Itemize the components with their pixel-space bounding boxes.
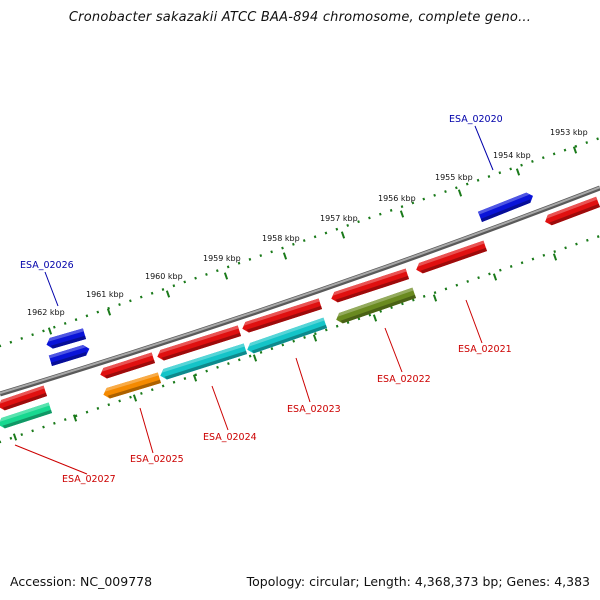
gene-red-5[interactable]: [100, 352, 155, 379]
gene-features: [0, 192, 600, 429]
gene-red-edge-1[interactable]: [545, 196, 600, 226]
leader-esa-02026: [44, 271, 59, 307]
gene-red-4[interactable]: [157, 325, 241, 361]
gene-esa-02024[interactable]: [160, 343, 247, 380]
gene-red-1[interactable]: [416, 240, 487, 274]
gene-red-3[interactable]: [242, 298, 322, 333]
kbp-label-1954: 1954 kbp: [493, 151, 531, 160]
leader-esa-02025: [139, 407, 154, 454]
gene-esa-02025[interactable]: [103, 372, 161, 399]
gene-red-6[interactable]: [0, 385, 47, 411]
map-title: Cronobacter sakazakii ATCC BAA-894 chrom…: [68, 10, 532, 25]
gene-label-esa-02021[interactable]: ESA_02021: [458, 344, 512, 355]
gene-label-esa-02025[interactable]: ESA_02025: [130, 454, 184, 465]
gene-esa-02027[interactable]: [0, 402, 52, 429]
backbone-inner: [0, 186, 600, 395]
kbp-label-1953: 1953 kbp: [550, 128, 588, 137]
gene-esa-02022[interactable]: [336, 287, 416, 324]
kbp-label-1955: 1955 kbp: [435, 173, 473, 182]
label-leaders: [14, 125, 494, 475]
leader-esa-02022: [384, 327, 403, 373]
gene-label-esa-02026[interactable]: ESA_02026: [20, 260, 74, 271]
kbp-label-1956: 1956 kbp: [378, 194, 416, 203]
kbp-label-1960: 1960 kbp: [145, 272, 183, 281]
kbp-label-1962: 1962 kbp: [27, 308, 65, 317]
inner-tick-row: [0, 235, 600, 444]
kbp-label-1959: 1959 kbp: [203, 254, 241, 263]
outer-tick-row: [0, 137, 599, 348]
gene-label-esa-02023[interactable]: ESA_02023: [287, 404, 341, 415]
kbp-label-1957: 1957 kbp: [320, 214, 358, 223]
leader-esa-02021: [465, 299, 483, 344]
gene-blue-small[interactable]: [48, 345, 90, 366]
leader-esa-02024: [211, 385, 229, 431]
accession-text: Accession: NC_009778: [10, 574, 153, 589]
gene-esa-02023[interactable]: [247, 317, 327, 354]
leader-esa-02027: [14, 444, 88, 475]
leader-esa-02020: [474, 125, 494, 171]
gene-esa-02020[interactable]: [477, 192, 533, 222]
gene-label-esa-02020[interactable]: ESA_02020: [449, 114, 503, 125]
scale-ticks: [0, 137, 600, 444]
gene-label-esa-02024[interactable]: ESA_02024: [203, 432, 257, 443]
genome-summary-text: Topology: circular; Length: 4,368,373 bp…: [246, 574, 590, 589]
gene-label-esa-02027[interactable]: ESA_02027: [62, 474, 116, 485]
chromosome-backbone: [0, 185, 600, 397]
kbp-label-1958: 1958 kbp: [262, 234, 300, 243]
gene-label-esa-02022[interactable]: ESA_02022: [377, 374, 431, 385]
leader-esa-02023: [295, 357, 311, 403]
gene-red-2[interactable]: [331, 268, 409, 303]
gene-esa-02026[interactable]: [46, 328, 87, 349]
kbp-label-1961: 1961 kbp: [86, 290, 124, 299]
